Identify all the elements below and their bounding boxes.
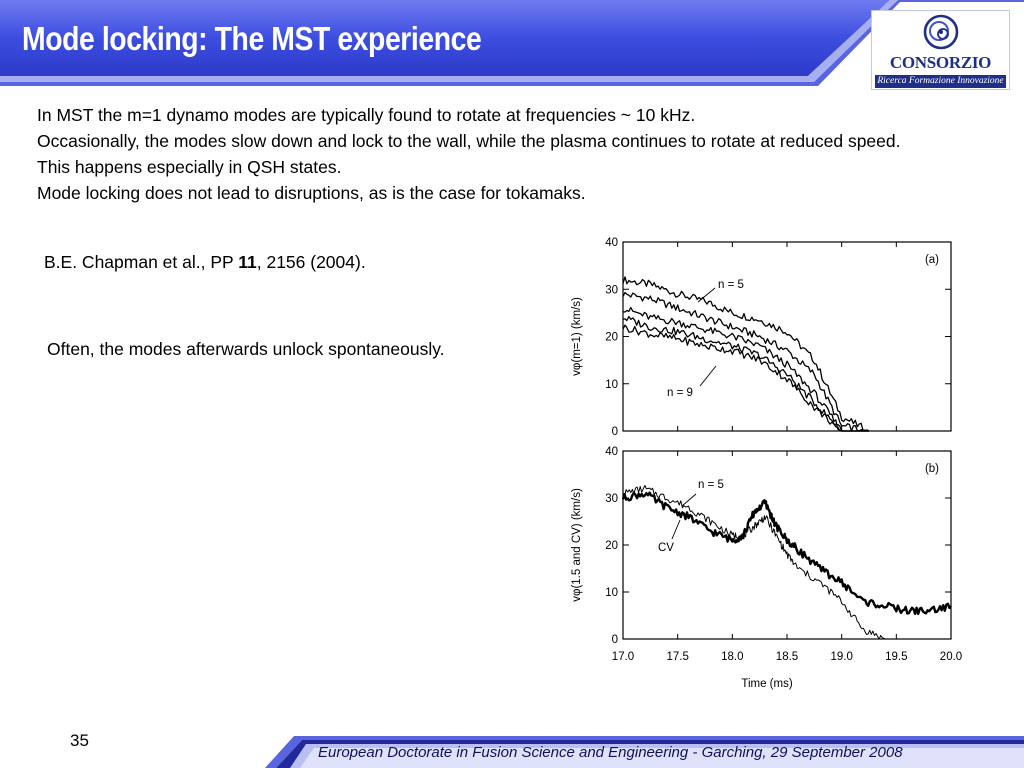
y-tick-label: 30 [605, 284, 618, 296]
y-tick-label: 40 [605, 446, 618, 458]
citation-authors: B.E. Chapman et al., PP [44, 252, 239, 272]
x-tick-label: 18.5 [776, 651, 798, 663]
series-annotation: n = 5 [718, 279, 744, 291]
y-tick-label: 10 [605, 587, 618, 599]
y-tick-label: 30 [605, 493, 618, 505]
x-tick-label: 17.5 [666, 651, 688, 663]
logo-tagline: Ricerca Formazione Innovazione [875, 75, 1006, 88]
citation-pages: , 2156 (2004). [256, 252, 366, 272]
y-axis-label: vφ(m=1) (km/s) [571, 297, 583, 376]
series-line [622, 485, 951, 640]
y-tick-label: 0 [612, 426, 618, 438]
body-text: In MST the m=1 dynamo modes are typicall… [37, 102, 917, 206]
series-line [622, 306, 869, 432]
consorzio-rfx-logo: CONSORZIO RFX Ricerca Formazione Innovaz… [871, 10, 1010, 92]
series-annotation: n = 9 [667, 387, 693, 399]
x-tick-label: 19.5 [885, 651, 907, 663]
page-number: 35 [70, 731, 89, 750]
y-axis-label: vφ(1.5 and CV) (km/s) [571, 488, 583, 602]
x-tick-label: 20.0 [940, 651, 962, 663]
x-tick-label: 18.0 [721, 651, 743, 663]
annotation-leader [699, 365, 717, 387]
paragraph: In MST the m=1 dynamo modes are typicall… [37, 105, 696, 125]
footer-text: European Doctorate in Fusion Science and… [318, 744, 903, 761]
series-line [622, 315, 869, 432]
y-tick-label: 40 [605, 237, 618, 249]
unlock-note: Often, the modes afterwards unlock spont… [47, 339, 445, 359]
panel-label: (a) [925, 254, 939, 266]
y-tick-label: 0 [612, 634, 618, 646]
annotation-leader [681, 493, 697, 507]
x-tick-label: 19.0 [830, 651, 852, 663]
series-line [621, 491, 952, 616]
velocity-figure: 0 10 20 30 40 (a) vφ(m=1) (km/s) n = 5 n = 9 0 10 2… [571, 237, 962, 690]
x-axis-label: Time (ms) [741, 678, 792, 690]
y-tick-label: 10 [605, 379, 618, 391]
y-tick-label: 20 [605, 540, 618, 552]
y-tick-label: 20 [605, 332, 618, 344]
slide-title: Mode locking: The MST experience [22, 20, 482, 57]
citation-reference: B.E. Chapman et al., PP 11, 2156 (2004). [44, 252, 366, 273]
paragraph: Occasionally, the modes slow down and lo… [37, 131, 901, 177]
series-line [622, 276, 870, 432]
rfx-swirl-logo-icon [923, 14, 959, 50]
panel-label: (b) [925, 463, 939, 475]
series-annotation: n = 5 [698, 479, 724, 491]
paragraph: Mode locking does not lead to disruption… [37, 183, 586, 203]
series-annotation: CV [658, 542, 674, 554]
citation-volume: 11 [238, 252, 257, 272]
header-band [0, 0, 1024, 86]
series-line [622, 291, 870, 432]
series-line [622, 324, 869, 432]
annotation-leader [697, 287, 716, 303]
footer-band [265, 736, 1024, 768]
x-tick-label: 17.0 [612, 651, 634, 663]
annotation-leader [671, 519, 681, 540]
